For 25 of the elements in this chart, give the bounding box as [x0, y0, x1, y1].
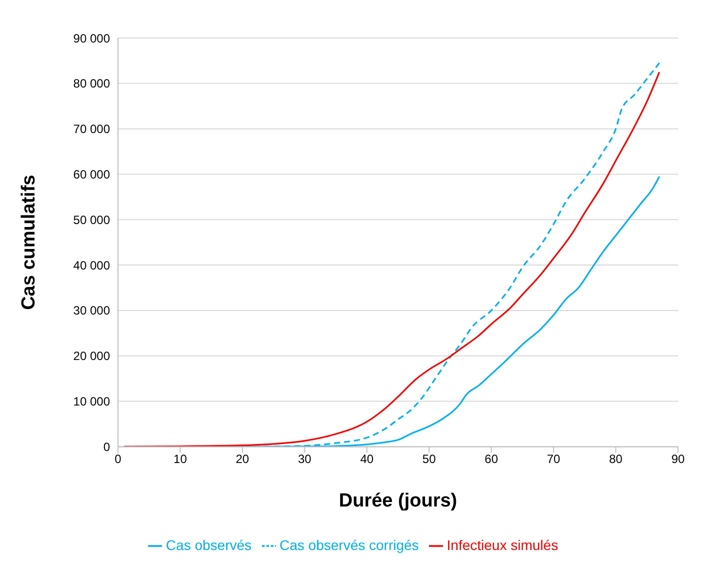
legend-label: Cas observés — [166, 536, 252, 553]
y-tick-label: 70 000 — [73, 122, 110, 136]
y-tick-label: 50 000 — [73, 212, 110, 227]
y-tick-label: 80 000 — [73, 76, 110, 91]
y-tick-label: 20 000 — [73, 349, 110, 364]
x-tick-label: 20 — [236, 452, 250, 466]
y-axis-title: Cas cumulatifs — [18, 174, 40, 310]
x-tick-label: 70 — [546, 452, 561, 466]
y-tick-label: 10 000 — [73, 394, 110, 409]
x-tick-label: 10 — [174, 452, 188, 466]
x-tick-label: 80 — [609, 452, 623, 466]
x-tick-label: 30 — [298, 452, 312, 466]
x-tick-label: 40 — [360, 452, 374, 466]
x-axis-title: Durée (jours) — [338, 490, 458, 512]
y-tick-label: 40 000 — [73, 258, 110, 272]
y-tick-label: 30 000 — [73, 304, 110, 318]
x-tick-label: 0 — [114, 452, 122, 466]
x-tick-label: 50 — [422, 452, 436, 466]
legend-label: Infectieux simulés — [446, 536, 558, 553]
y-tick-label: 60 000 — [73, 167, 110, 182]
y-tick-label: 90 000 — [73, 31, 110, 46]
legend-label: Cas observés corrigés — [280, 536, 419, 553]
x-tick-label: 90 — [671, 452, 685, 466]
x-tick-label: 60 — [484, 452, 498, 466]
y-tick-label: 0 — [103, 440, 110, 454]
